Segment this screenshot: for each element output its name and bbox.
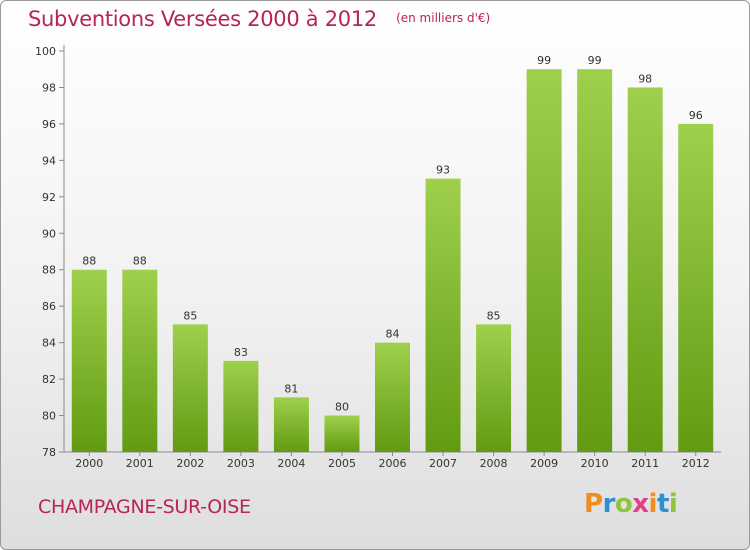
y-tick-label: 78	[42, 446, 56, 459]
y-tick-label: 100	[35, 45, 56, 58]
x-tick-label: 2007	[429, 457, 457, 470]
logo-letter: P	[584, 489, 603, 519]
x-tick-label: 2004	[277, 457, 305, 470]
bar-2004[interactable]	[273, 397, 309, 452]
x-tick-label: 2003	[227, 457, 255, 470]
bar-2001[interactable]	[122, 269, 158, 452]
bar-value-label: 99	[537, 54, 551, 67]
commune-name: CHAMPAGNE-SUR-OISE	[38, 496, 251, 518]
chart-title: Subventions Versées 2000 à 2012	[28, 7, 377, 31]
bar-2000[interactable]	[71, 269, 107, 452]
bar-2007[interactable]	[425, 178, 461, 452]
bar-value-label: 93	[436, 164, 450, 177]
y-tick-label: 98	[42, 81, 56, 94]
x-tick-label: 2002	[176, 457, 204, 470]
y-tick-label: 82	[42, 373, 56, 386]
bar-value-label: 98	[638, 72, 652, 85]
bar-value-label: 96	[689, 109, 703, 122]
x-tick-label: 2009	[530, 457, 558, 470]
y-tick-label: 96	[42, 118, 56, 131]
x-tick-label: 2001	[126, 457, 154, 470]
logo-letter: i	[648, 489, 658, 519]
title-row: Subventions Versées 2000 à 2012 (en mill…	[28, 7, 490, 31]
bar-value-label: 99	[588, 54, 602, 67]
bar-value-label: 85	[487, 309, 501, 322]
bar-2003[interactable]	[223, 360, 259, 452]
x-tick-label: 2012	[682, 457, 710, 470]
logo-letter: i	[668, 489, 678, 519]
bar-2012[interactable]	[678, 123, 714, 452]
bar-2010[interactable]	[577, 69, 613, 453]
logo-letter: o	[614, 489, 633, 519]
bar-2005[interactable]	[324, 415, 360, 452]
proxiti-logo[interactable]: Proxiti	[584, 489, 678, 519]
bar-2002[interactable]	[172, 324, 208, 452]
bar-value-label: 83	[234, 346, 248, 359]
y-tick-label: 80	[42, 410, 56, 423]
x-tick-label: 2011	[631, 457, 659, 470]
bar-value-label: 84	[386, 328, 400, 341]
bar-2006[interactable]	[375, 342, 410, 452]
bar-value-label: 80	[335, 401, 349, 414]
bar-value-label: 85	[183, 309, 197, 322]
bar-2011[interactable]	[627, 87, 663, 453]
y-tick-label: 90	[42, 227, 56, 240]
y-tick-label: 86	[42, 300, 56, 313]
y-tick-label: 92	[42, 191, 56, 204]
y-tick-label: 88	[42, 264, 56, 277]
x-tick-label: 2005	[328, 457, 356, 470]
bar-2009[interactable]	[526, 69, 562, 453]
logo-letter: x	[632, 489, 649, 519]
y-tick-label: 84	[42, 337, 56, 350]
bar-value-label: 88	[82, 255, 96, 268]
logo-letter: r	[602, 489, 616, 519]
bar-value-label: 81	[284, 382, 298, 395]
logo-letter: t	[656, 489, 669, 519]
bar-2008[interactable]	[476, 324, 512, 452]
x-tick-label: 2006	[379, 457, 407, 470]
chart-unit: (en milliers d'€)	[396, 11, 491, 25]
x-tick-label: 2010	[581, 457, 609, 470]
bar-value-label: 88	[133, 255, 147, 268]
x-tick-label: 2008	[480, 457, 508, 470]
y-tick-label: 94	[42, 154, 56, 167]
x-tick-label: 2000	[75, 457, 103, 470]
